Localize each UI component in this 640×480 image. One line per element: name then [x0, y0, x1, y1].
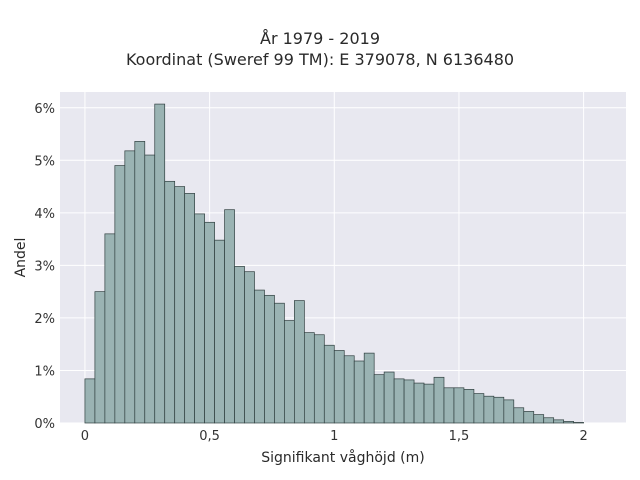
histogram-bar: [294, 300, 305, 424]
histogram-bar: [104, 233, 116, 424]
histogram-bar: [443, 387, 455, 424]
histogram-bars: [84, 103, 584, 424]
histogram-bar: [473, 393, 485, 424]
chart-subtitle: Koordinat (Sweref 99 TM): E 379078, N 61…: [125, 50, 515, 69]
histogram-bar: [144, 154, 156, 424]
histogram-bar: [264, 294, 275, 424]
histogram-bar: [194, 213, 205, 424]
histogram-bar: [304, 332, 315, 424]
histogram-bar: [323, 344, 335, 424]
histogram-bar: [333, 350, 345, 424]
x-tick-label: 1,5: [449, 429, 470, 444]
x-axis-ticks: 0 0,5 1 1,5 2: [81, 429, 588, 444]
y-tick-label: 5%: [34, 154, 55, 169]
histogram-bar: [553, 419, 565, 424]
histogram-bar: [204, 221, 215, 424]
histogram-bar: [423, 383, 435, 424]
grid-lines: [60, 92, 626, 424]
y-tick-label: 6%: [34, 102, 55, 117]
histogram-bar: [274, 302, 285, 424]
x-tick-label: 0: [81, 429, 89, 444]
histogram-bar: [383, 371, 395, 424]
y-tick-label: 0%: [34, 417, 55, 432]
histogram-bar: [453, 387, 465, 424]
histogram-bar: [134, 141, 146, 424]
histogram-bar: [433, 376, 445, 424]
histogram-bar: [533, 414, 545, 424]
histogram-bar: [94, 291, 106, 424]
histogram-bar: [244, 271, 255, 424]
histogram-bar: [403, 379, 415, 424]
histogram-bar: [343, 355, 355, 424]
histogram-bar: [513, 407, 525, 424]
histogram-bar: [543, 417, 555, 424]
histogram-bar: [373, 374, 385, 424]
chart-title: År 1979 - 2019: [260, 29, 380, 48]
x-tick-label: 1: [330, 429, 338, 444]
histogram-bar: [523, 411, 535, 424]
histogram-bar: [174, 186, 186, 424]
histogram-bar: [84, 378, 96, 424]
histogram-bar: [284, 320, 295, 424]
histogram-bar: [573, 422, 584, 424]
histogram-bar: [254, 289, 265, 424]
x-axis-label: Signifikant våghöjd (m): [261, 449, 424, 466]
histogram-bar: [313, 334, 325, 424]
x-tick-label: 2: [579, 429, 587, 444]
histogram-bar: [503, 399, 515, 424]
histogram-bar: [114, 165, 126, 424]
y-tick-label: 2%: [34, 312, 55, 327]
histogram-bar: [463, 389, 475, 424]
histogram-bar: [184, 193, 195, 424]
histogram-bar: [224, 209, 235, 424]
histogram-bar: [353, 360, 365, 424]
y-axis-label: Andel: [13, 238, 29, 278]
histogram-bar: [234, 266, 245, 424]
histogram-bar: [483, 395, 495, 424]
histogram-bar: [164, 180, 176, 424]
y-tick-label: 4%: [34, 207, 55, 222]
histogram-bar: [363, 352, 375, 424]
histogram-bar: [214, 239, 225, 424]
y-tick-label: 3%: [34, 259, 55, 274]
histogram-bar: [154, 103, 166, 424]
histogram-bar: [393, 378, 405, 424]
x-tick-label: 0,5: [199, 429, 220, 444]
y-axis-ticks: 0% 1% 2% 3% 4% 5% 6%: [34, 102, 55, 432]
histogram-bar: [124, 150, 136, 424]
y-tick-label: 1%: [34, 364, 55, 379]
histogram-bar: [563, 421, 574, 424]
histogram-bar: [493, 396, 505, 424]
histogram-bar: [413, 382, 425, 424]
